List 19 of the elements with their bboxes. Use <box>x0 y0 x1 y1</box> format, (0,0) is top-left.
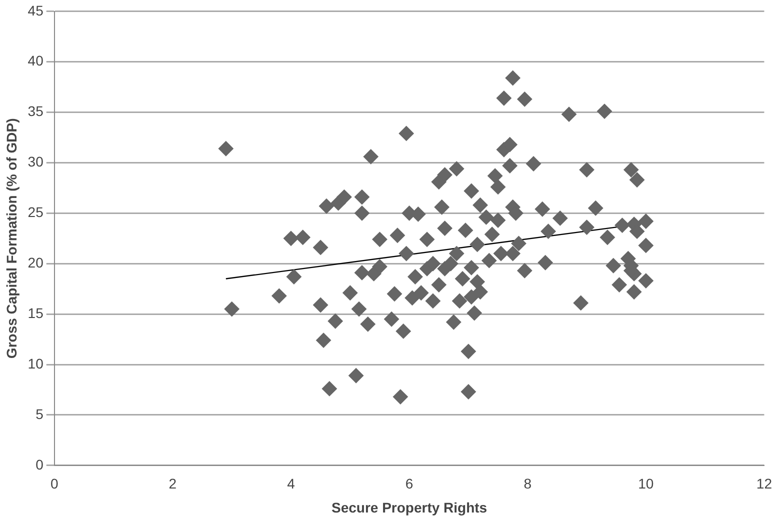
x-tick-label: 4 <box>287 476 296 492</box>
x-tick-label: 0 <box>50 476 58 492</box>
x-tick-label: 8 <box>524 476 532 492</box>
x-tick-label: 10 <box>638 476 654 492</box>
x-tick-label: 2 <box>168 476 177 492</box>
y-tick-label: 30 <box>28 154 44 170</box>
y-tick-label: 25 <box>28 204 44 220</box>
y-tick-label: 40 <box>28 52 44 69</box>
y-tick-label: 10 <box>28 355 44 372</box>
x-axis-title: Secure Property Rights <box>331 499 488 516</box>
y-tick-label: 20 <box>28 254 44 270</box>
y-tick-label: 45 <box>28 2 44 18</box>
y-tick-label: 35 <box>28 103 44 120</box>
x-tick-label: 12 <box>756 476 772 492</box>
x-tick-label: 6 <box>405 476 414 492</box>
y-axis-title: Gross Capital Formation (% of GDP) <box>3 118 20 359</box>
y-tick-label: 5 <box>36 406 44 422</box>
y-tick-label: 15 <box>28 304 44 321</box>
y-tick-label: 0 <box>36 456 44 472</box>
